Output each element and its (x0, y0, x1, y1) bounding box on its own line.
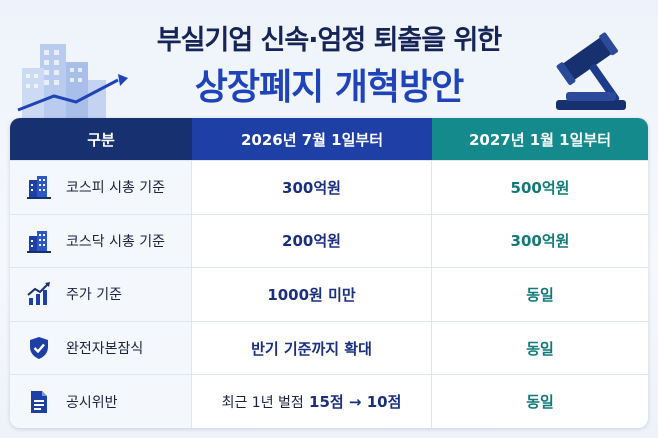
building-icon (27, 176, 51, 200)
gavel-icon (556, 32, 626, 110)
value-2026: 1000원 미만 (267, 285, 356, 304)
value-2027: 동일 (526, 339, 554, 358)
row-label: 완전자본잠식 (66, 341, 144, 358)
table-row: 코스피 시총 기준 300억원 500억원 (10, 160, 648, 214)
value-2027: 동일 (526, 285, 554, 304)
row-label: 코스닥 시총 기준 (66, 233, 166, 250)
shield-check-icon (30, 337, 48, 360)
row-label: 주가 기준 (66, 287, 122, 304)
table-row: 코스닥 시총 기준 200억원 300억원 (10, 213, 648, 268)
title-line1: 부실기업 신속·엄정 퇴출을 위한 (156, 25, 502, 56)
value-2026-prefix: 최근 1년 벌점 (221, 395, 304, 412)
table-header: 구분 2026년 7월 1일부터 2027년 1월 1일부터 (10, 118, 648, 160)
value-2026: 15점 → 10점 (309, 393, 402, 412)
table-row: 완전자본잠식 반기 기준까지 확대 동일 (10, 320, 648, 375)
document-icon (31, 390, 47, 413)
value-2026: 반기 기준까지 확대 (251, 339, 372, 358)
value-2026: 300억원 (282, 178, 341, 197)
value-2027: 500억원 (510, 178, 570, 197)
header-2027: 2027년 1월 1일부터 (432, 118, 648, 160)
rising-chart-icon (27, 282, 50, 306)
header-category: 구분 (10, 118, 192, 160)
reform-table: 구분 2026년 7월 1일부터 2027년 1월 1일부터 코스피 시총 기준… (10, 118, 648, 428)
row-label: 코스피 시총 기준 (66, 180, 166, 197)
building-icon (27, 230, 51, 253)
header-2026: 2026년 7월 1일부터 (192, 118, 432, 160)
row-label: 공시위반 (66, 394, 118, 411)
title-line2: 상장폐지 개혁방안 (194, 67, 465, 108)
header: 부실기업 신속·엄정 퇴출을 위한 상장폐지 개혁방안 (0, 0, 658, 118)
value-2027: 동일 (526, 393, 554, 412)
table-row: 공시위반 최근 1년 벌점 15점 → 10점 동일 (10, 374, 648, 428)
table-row: 주가 기준 1000원 미만 동일 (10, 267, 648, 321)
value-2027: 300억원 (510, 232, 570, 251)
value-2026: 200억원 (282, 232, 341, 251)
city-growth-icon (17, 44, 128, 118)
